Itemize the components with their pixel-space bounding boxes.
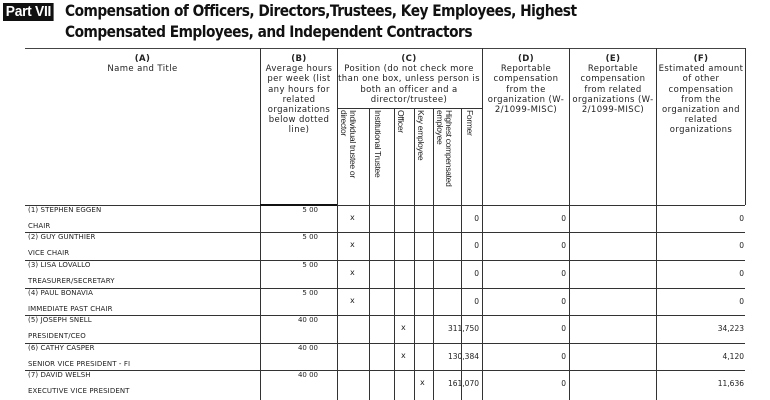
grid-line (25, 343, 745, 344)
grid-line (25, 370, 745, 371)
col-f-header: (F) Estimated amount of other compensati… (658, 54, 744, 136)
person-title: IMMEDIATE PAST CHAIR (28, 305, 113, 313)
col-e-value: 0 (561, 297, 566, 306)
hours-value: 5 00 (302, 206, 318, 214)
hours-value: 40 00 (297, 316, 318, 324)
person-name: (6) CATHY CASPER (28, 344, 95, 352)
col-d-letter: (D) (517, 54, 535, 64)
position-checkmark: x (401, 323, 406, 332)
sub-officer: Officer (396, 110, 406, 133)
position-checkmark: x (350, 240, 355, 249)
grid-line (337, 108, 482, 109)
col-c-label: Position (do not check more than one box… (338, 64, 480, 105)
col-f-value: 0 (739, 241, 744, 250)
grid-line (337, 48, 338, 400)
person-name: (7) DAVID WELSH (28, 371, 91, 379)
person-name: (5) JOSEPH SNELL (28, 316, 92, 324)
grid-line (25, 315, 745, 316)
grid-line (482, 48, 483, 400)
grid-line (745, 48, 746, 205)
col-e-value: 0 (561, 324, 566, 333)
col-e-label: Reportable compensation from related org… (572, 64, 654, 116)
hours-value: 5 00 (302, 289, 318, 297)
person-title: VICE CHAIR (28, 249, 70, 257)
part-badge: Part VII (3, 3, 54, 21)
col-f-value: 0 (739, 214, 744, 223)
grid-line (656, 48, 657, 400)
grid-line (25, 232, 745, 233)
grid-line (414, 108, 415, 400)
hours-value: 40 00 (297, 344, 318, 352)
sub-key-employee: Key employee (416, 110, 426, 161)
col-d-value: 0 (474, 269, 479, 278)
col-b-letter: (B) (291, 54, 307, 64)
person-title: SENIOR VICE PRESIDENT - FI (28, 360, 131, 368)
sub-highest-compensated: Highest compensated employee (435, 110, 454, 187)
col-b-header: (B) Average hours per week (list any hou… (262, 54, 336, 136)
grid-line (569, 48, 570, 400)
position-checkmark: x (350, 296, 355, 305)
person-title: TREASURER/SECRETARY (28, 277, 115, 285)
col-f-value: 0 (739, 297, 744, 306)
part-title: Compensation of Officers, Directors,Trus… (65, 1, 577, 41)
col-e-value: 0 (561, 379, 566, 388)
grid-line (260, 204, 337, 206)
col-a-letter: (A) (134, 54, 151, 64)
col-f-letter: (F) (693, 54, 709, 64)
col-e-header: (E) Reportable compensation from related… (571, 54, 655, 115)
hours-value: 5 00 (302, 233, 318, 241)
sub-institutional-trustee: Institutional Trustee (373, 110, 383, 178)
col-d-value: 311,750 (447, 324, 479, 333)
col-f-value: 4,120 (722, 352, 744, 361)
col-d-header: (D) Reportable compensation from the org… (484, 54, 568, 115)
col-d-value: 0 (474, 241, 479, 250)
person-name: (2) GUY GUNTHIER (28, 233, 96, 241)
person-title: PRESIDENT/CEO (28, 332, 86, 340)
col-c-header: (C) Position (do not check more than one… (338, 54, 480, 105)
col-a-header: (A) Name and Title (25, 54, 260, 74)
person-title: EXECUTIVE VICE PRESIDENT (28, 387, 130, 395)
table-top-border (25, 48, 745, 49)
col-d-value: 0 (474, 297, 479, 306)
col-d-value: 130,384 (447, 352, 479, 361)
grid-line (25, 288, 745, 289)
col-f-value: 11,636 (717, 379, 744, 388)
person-name: (4) PAUL BONAVIA (28, 289, 93, 297)
col-b-label: Average hours per week (list any hours f… (265, 64, 333, 136)
col-e-value: 0 (561, 269, 566, 278)
grid-line (461, 108, 462, 400)
position-checkmark: x (350, 268, 355, 277)
col-d-label: Reportable compensation from the organiz… (487, 64, 565, 116)
position-checkmark: x (401, 351, 406, 360)
grid-line (369, 108, 370, 400)
col-e-letter: (E) (605, 54, 621, 64)
grid-line (260, 48, 261, 400)
col-f-label: Estimated amount of other compensation f… (658, 64, 744, 136)
col-d-value: 161,070 (447, 379, 479, 388)
col-f-value: 34,223 (717, 324, 744, 333)
grid-line (433, 108, 434, 400)
col-a-label: Name and Title (107, 64, 178, 75)
col-e-value: 0 (561, 352, 566, 361)
person-name: (3) LISA LOVALLO (28, 261, 91, 269)
grid-line (394, 108, 395, 400)
col-f-value: 0 (739, 269, 744, 278)
hours-value: 40 00 (297, 371, 318, 379)
col-e-value: 0 (561, 214, 566, 223)
col-c-letter: (C) (401, 54, 417, 64)
person-title: CHAIR (28, 222, 51, 230)
grid-line (25, 260, 745, 261)
col-d-value: 0 (474, 214, 479, 223)
person-name: (1) STEPHEN EGGEN (28, 206, 102, 214)
col-e-value: 0 (561, 241, 566, 250)
position-checkmark: x (420, 378, 425, 387)
position-checkmark: x (350, 213, 355, 222)
sub-former: Former (465, 110, 475, 136)
hours-value: 5 00 (302, 261, 318, 269)
grid-line (25, 205, 745, 206)
sub-individual-trustee: Individual trustee or director (339, 110, 358, 178)
